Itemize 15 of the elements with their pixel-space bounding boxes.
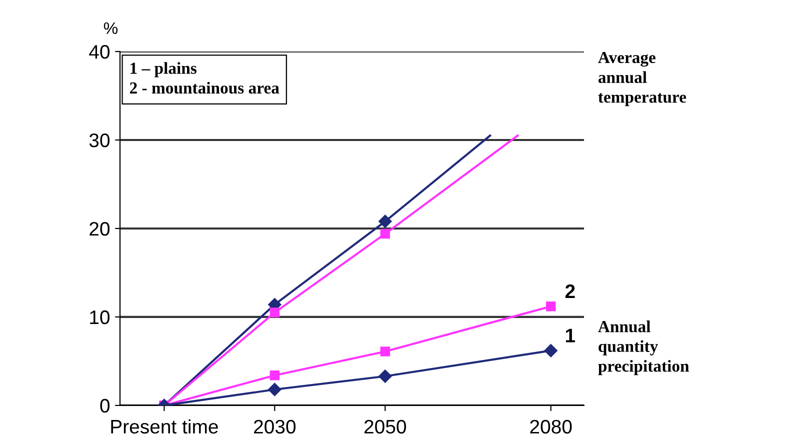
y-tick-label: 0 bbox=[100, 398, 110, 413]
y-tick-label: 10 bbox=[90, 310, 110, 324]
text: Average annual temperature bbox=[598, 52, 686, 106]
annotation: 2 bbox=[565, 284, 575, 298]
x-tick-label: 2080 bbox=[530, 420, 572, 434]
x-tick-label: 2030 bbox=[254, 420, 296, 434]
text: Annual quantity precipitation bbox=[598, 320, 690, 376]
annotation: 1 – plains 2 - mountainous area bbox=[130, 62, 280, 94]
annotation: 1 bbox=[566, 328, 576, 342]
y-tick-label: 30 bbox=[89, 133, 110, 148]
x-tick-label: Present time bbox=[111, 419, 218, 434]
y-tick-label: 20 bbox=[90, 222, 110, 236]
y-tick-label: 40 bbox=[89, 44, 110, 59]
x-tick-label: 2050 bbox=[364, 420, 406, 434]
y-axis-title: % bbox=[104, 22, 118, 34]
